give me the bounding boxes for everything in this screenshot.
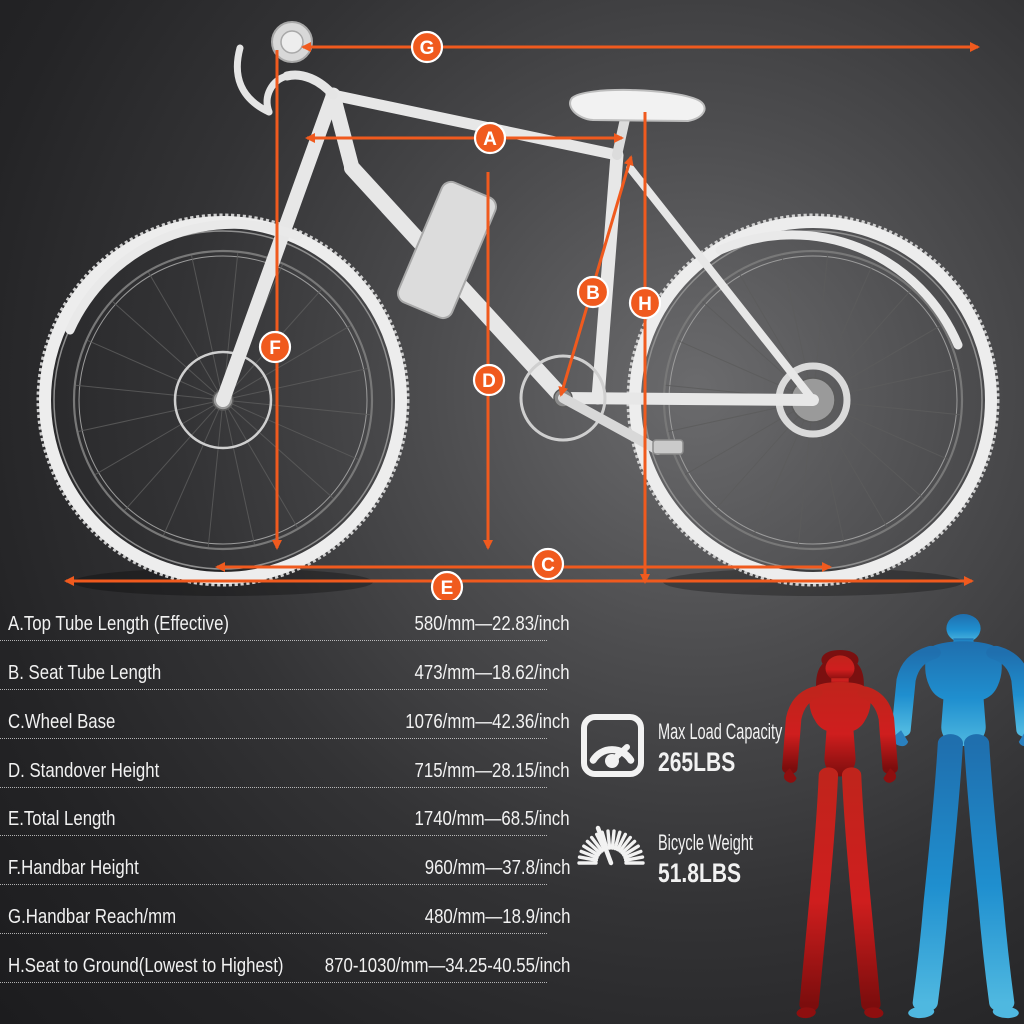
- svg-text:B: B: [586, 283, 600, 304]
- svg-text:A: A: [483, 129, 497, 150]
- svg-text:E: E: [441, 578, 454, 599]
- svg-text:H: H: [638, 294, 652, 315]
- svg-text:F: F: [269, 338, 281, 359]
- svg-text:G: G: [420, 38, 435, 59]
- svg-text:C: C: [541, 555, 555, 576]
- svg-text:D: D: [482, 371, 496, 392]
